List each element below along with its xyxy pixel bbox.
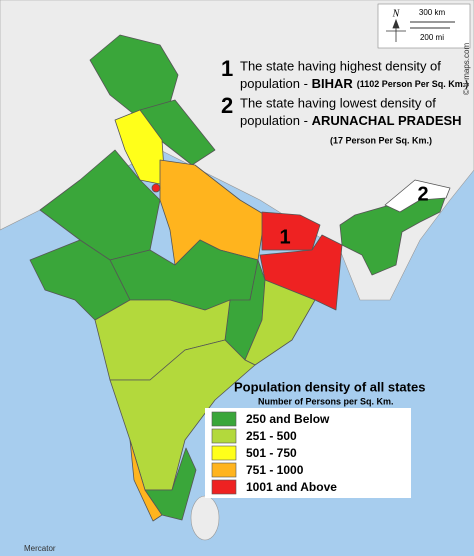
- scale-label: 200 mi: [420, 33, 444, 42]
- compass: [386, 18, 406, 42]
- legend-box: [205, 408, 411, 498]
- sri-lanka: [190, 495, 220, 541]
- map-marker: 2: [417, 183, 428, 205]
- annotation-note: (17 Person Per Sq. Km.): [330, 135, 432, 145]
- legend-label: 1001 and Above: [246, 480, 337, 494]
- state: [129, 439, 163, 522]
- annotation-number: 2: [221, 93, 233, 118]
- projection: Mercator: [24, 544, 56, 553]
- annotation-note: (1102 Person Per Sq. Km.): [357, 79, 469, 89]
- scale-box: N 300 km 200 mi: [377, 3, 471, 49]
- legend-swatch: [211, 445, 237, 461]
- india: [29, 34, 451, 522]
- state: [151, 183, 161, 193]
- north-label: N: [392, 8, 401, 19]
- legend-label: 751 - 1000: [246, 463, 304, 477]
- legend-label: 250 and Below: [246, 412, 330, 426]
- map-marker: 1: [279, 226, 290, 248]
- legend-swatch: [211, 462, 237, 478]
- state: [384, 179, 451, 213]
- state: [261, 211, 321, 251]
- legend-swatch: [211, 411, 237, 427]
- annotation-text: population -: [240, 113, 312, 128]
- legend-title: Population density of all states: [234, 379, 425, 394]
- state-name: ARUNACHAL PRADESH: [312, 113, 462, 128]
- annotation-text: population - ARUNACHAL PRADESH: [240, 113, 462, 128]
- annotation-text: The state having lowest density of: [240, 95, 436, 110]
- legend-label: 251 - 500: [246, 429, 297, 443]
- legend-label: 501 - 750: [246, 446, 297, 460]
- legend: 250 and Below 251 - 500 501 - 750 751 - 100…: [211, 411, 337, 495]
- state: [144, 447, 197, 521]
- annotation-text: population - BIHAR (1102 Person Per Sq. K…: [240, 76, 468, 91]
- annotation-text: population -: [240, 76, 312, 91]
- state-name: BIHAR: [312, 76, 354, 91]
- legend-subtitle: Number of Persons per Sq. Km.: [258, 396, 394, 406]
- scale-label: 300 km: [419, 8, 446, 17]
- annotation-text: The state having highest density of: [240, 58, 441, 73]
- credit: © d-maps.com: [462, 43, 471, 95]
- annotation-number: 1: [221, 56, 233, 81]
- legend-swatch: [211, 428, 237, 444]
- state: [89, 34, 179, 116]
- legend-swatch: [211, 479, 237, 495]
